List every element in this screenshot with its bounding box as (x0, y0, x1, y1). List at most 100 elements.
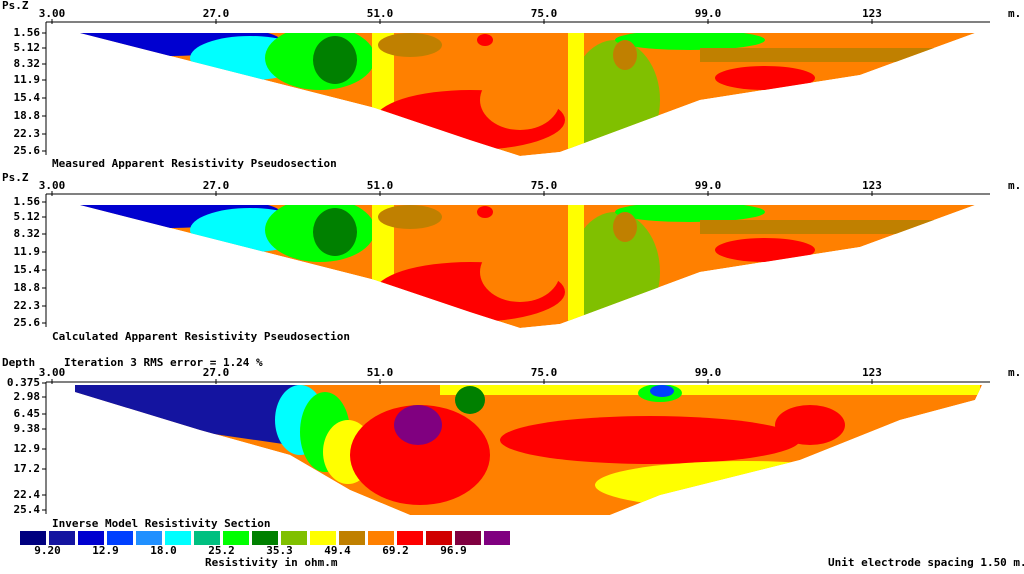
contour-zone (455, 386, 485, 414)
legend-swatch (165, 531, 191, 545)
x-tick-label: 75.0 (531, 179, 558, 192)
contour-zone (595, 461, 895, 509)
legend-swatch (426, 531, 452, 545)
contour-zone (378, 205, 442, 229)
y-tick-label: 15.4 (14, 263, 41, 276)
legend-swatch (252, 531, 278, 545)
legend-swatch (339, 531, 365, 545)
legend-swatch (281, 531, 307, 545)
legend-label: 69.2 (382, 544, 409, 557)
contour-zone (715, 238, 815, 262)
footer: Unit electrode spacing 1.50 m. (828, 556, 1024, 569)
contour-zone (477, 206, 493, 218)
y-tick-label: 8.32 (14, 57, 41, 70)
caption: Inverse Model Resistivity Section (52, 517, 271, 530)
contour-zone (378, 33, 442, 57)
x-tick-label: 51.0 (367, 366, 394, 379)
y-tick-label: 5.12 (14, 210, 41, 223)
x-tick-label: 123 (862, 7, 882, 20)
y-tick-label: 22.3 (14, 299, 41, 312)
contour-zone (650, 385, 674, 397)
y-tick-label: 8.32 (14, 227, 41, 240)
x-unit: m. (1008, 366, 1021, 379)
legend-swatch (223, 531, 249, 545)
y-tick-label: 25.4 (14, 503, 41, 516)
x-tick-label: 75.0 (531, 7, 558, 20)
y-tick-label: 11.9 (14, 245, 41, 258)
contour-zone (313, 36, 357, 84)
contour-zone (313, 208, 357, 256)
section (80, 33, 975, 156)
axis-label: Ps.Z (2, 171, 29, 184)
contour-zone (613, 40, 637, 70)
y-tick-label: 25.6 (14, 316, 41, 329)
y-tick-label: 25.6 (14, 144, 41, 157)
contour-zone (568, 205, 584, 328)
x-tick-label: 99.0 (695, 7, 722, 20)
x-tick-label: 75.0 (531, 366, 558, 379)
y-tick-label: 0.375 (7, 376, 40, 389)
x-tick-label: 27.0 (203, 366, 230, 379)
x-tick-label: 3.00 (39, 7, 66, 20)
legend-swatch (368, 531, 394, 545)
x-tick-label: 3.00 (39, 366, 66, 379)
y-tick-label: 17.2 (14, 462, 41, 475)
contour-zone (440, 385, 980, 395)
y-tick-label: 1.56 (14, 195, 41, 208)
legend-swatch (397, 531, 423, 545)
legend-swatch (107, 531, 133, 545)
legend-label: 12.9 (92, 544, 119, 557)
legend-swatch (194, 531, 220, 545)
contour-zone (75, 385, 300, 445)
y-tick-label: 12.9 (14, 442, 41, 455)
section (75, 385, 982, 515)
axis-label: Ps.Z (2, 0, 29, 12)
legend-title: Resistivity in ohm.m (205, 556, 338, 569)
contour-zone (394, 405, 442, 445)
y-tick-label: 6.45 (14, 407, 41, 420)
y-tick-label: 5.12 (14, 41, 41, 54)
y-tick-label: 2.98 (14, 390, 41, 403)
legend-swatch (20, 531, 46, 545)
contour-zone (500, 416, 800, 464)
legend-label: 18.0 (150, 544, 177, 557)
contour-zone (477, 34, 493, 46)
x-tick-label: 123 (862, 179, 882, 192)
y-tick-label: 22.3 (14, 127, 41, 140)
contour-zone (613, 212, 637, 242)
legend-swatch (310, 531, 336, 545)
legend-label: 9.20 (34, 544, 61, 557)
legend-label: 96.9 (440, 544, 467, 557)
y-tick-label: 18.8 (14, 281, 41, 294)
contour-zone (775, 405, 845, 445)
legend-swatch (484, 531, 510, 545)
y-tick-label: 9.38 (14, 422, 41, 435)
x-tick-label: 99.0 (695, 366, 722, 379)
contour-zone (700, 220, 950, 234)
x-unit: m. (1008, 179, 1021, 192)
caption: Calculated Apparent Resistivity Pseudose… (52, 330, 350, 343)
panel-header: Iteration 3 RMS error = 1.24 % (64, 356, 263, 369)
legend-label: 35.3 (266, 544, 293, 557)
legend-swatch (136, 531, 162, 545)
x-tick-label: 123 (862, 366, 882, 379)
y-tick-label: 11.9 (14, 73, 41, 86)
y-tick-label: 1.56 (14, 26, 41, 39)
y-tick-label: 22.4 (14, 488, 41, 501)
section (80, 205, 975, 328)
contour-zone (715, 66, 815, 90)
legend-label: 49.4 (324, 544, 351, 557)
contour-zone (615, 205, 765, 222)
legend-label: 25.2 (208, 544, 235, 557)
legend-swatch (455, 531, 481, 545)
x-tick-label: 27.0 (203, 179, 230, 192)
x-tick-label: 3.00 (39, 179, 66, 192)
legend-swatch (78, 531, 104, 545)
x-tick-label: 27.0 (203, 7, 230, 20)
x-tick-label: 51.0 (367, 7, 394, 20)
contour-zone (568, 33, 584, 156)
y-tick-label: 15.4 (14, 91, 41, 104)
contour-zone (480, 70, 560, 130)
caption: Measured Apparent Resistivity Pseudosect… (52, 157, 337, 170)
